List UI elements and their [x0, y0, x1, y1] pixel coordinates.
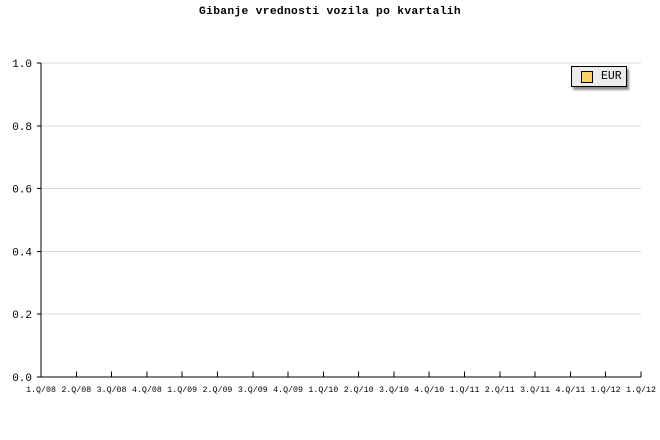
svg-text:4.Q/11: 4.Q/11 — [555, 385, 585, 395]
svg-text:2.Q/09: 2.Q/09 — [203, 385, 233, 395]
svg-text:1.0: 1.0 — [12, 59, 32, 71]
svg-text:1.Q/11: 1.Q/11 — [450, 385, 480, 395]
svg-text:1.Q/08: 1.Q/08 — [26, 385, 56, 395]
svg-text:1.Q/09: 1.Q/09 — [167, 385, 197, 395]
svg-text:0.2: 0.2 — [12, 310, 32, 322]
svg-text:3.Q/08: 3.Q/08 — [97, 385, 127, 395]
svg-text:4.Q/08: 4.Q/08 — [132, 385, 162, 395]
svg-text:0.6: 0.6 — [12, 185, 32, 197]
svg-text:0.8: 0.8 — [12, 122, 32, 134]
svg-text:1.Q/12: 1.Q/12 — [591, 385, 621, 395]
svg-text:1.Q/12: 1.Q/12 — [626, 385, 656, 395]
svg-text:3.Q/09: 3.Q/09 — [238, 385, 268, 395]
svg-text:3.Q/11: 3.Q/11 — [520, 385, 550, 395]
svg-text:4.Q/10: 4.Q/10 — [414, 385, 444, 395]
svg-text:2.Q/08: 2.Q/08 — [61, 385, 91, 395]
svg-text:2.Q/10: 2.Q/10 — [344, 385, 374, 395]
svg-text:1.Q/10: 1.Q/10 — [308, 385, 338, 395]
svg-text:3.Q/10: 3.Q/10 — [379, 385, 409, 395]
svg-text:0.4: 0.4 — [12, 247, 32, 259]
svg-text:4.Q/09: 4.Q/09 — [273, 385, 303, 395]
svg-text:0.0: 0.0 — [12, 373, 32, 385]
svg-text:2.Q/11: 2.Q/11 — [485, 385, 515, 395]
